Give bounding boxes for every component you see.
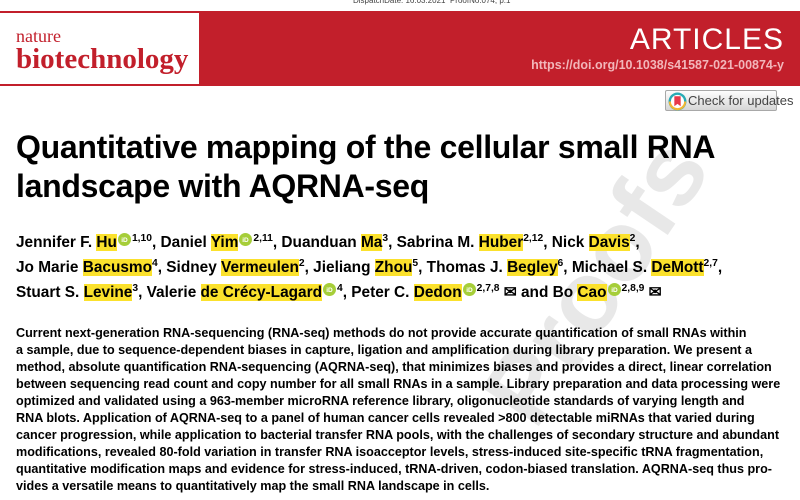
svg-text:iD: iD — [243, 237, 250, 244]
svg-text:iD: iD — [326, 287, 333, 294]
svg-text:iD: iD — [121, 237, 128, 244]
svg-text:iD: iD — [466, 287, 473, 294]
svg-text:iD: iD — [611, 287, 618, 294]
